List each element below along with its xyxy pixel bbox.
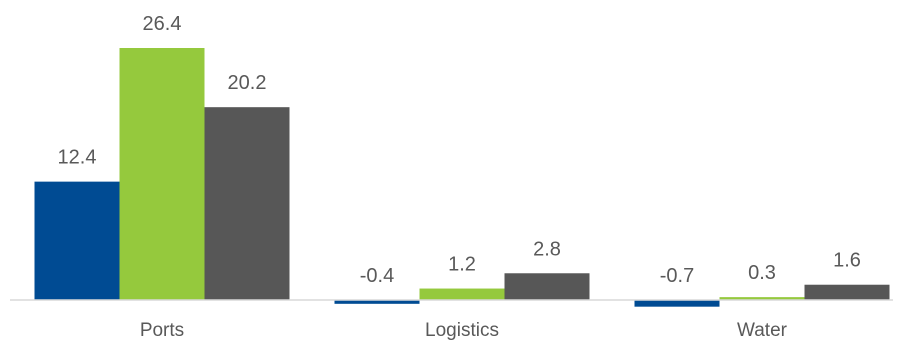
data-label-water-s2: 0.3: [748, 262, 776, 284]
data-label-water-s3: 1.6: [833, 250, 861, 272]
bar-water-s1: [634, 300, 720, 307]
bar-water-s3: [804, 284, 890, 300]
category-label-ports: Ports: [140, 320, 184, 341]
bars-layer: [34, 48, 890, 307]
data-labels-layer: 12.4 26.4 20.2 -0.4 1.2 2.8 -0.7 0.3 1.6: [58, 13, 861, 287]
bar-logistics-s3: [504, 273, 590, 300]
data-label-ports-s2: 26.4: [143, 13, 182, 35]
data-label-water-s1: -0.7: [660, 265, 694, 287]
category-labels-layer: Ports Logistics Water: [140, 320, 788, 341]
bar-water-s2: [719, 297, 805, 300]
data-label-ports-s3: 20.2: [228, 72, 267, 94]
bar-ports-s1: [34, 181, 120, 300]
data-label-logistics-s3: 2.8: [533, 238, 561, 260]
bar-ports-s2: [119, 48, 205, 300]
data-label-logistics-s1: -0.4: [360, 265, 394, 287]
data-label-ports-s1: 12.4: [58, 147, 97, 169]
category-label-water: Water: [737, 320, 788, 341]
bar-ports-s3: [204, 107, 290, 300]
data-label-logistics-s2: 1.2: [448, 254, 476, 276]
category-label-logistics: Logistics: [425, 320, 499, 341]
bar-logistics-s2: [419, 288, 505, 300]
bar-logistics-s1: [334, 300, 420, 304]
